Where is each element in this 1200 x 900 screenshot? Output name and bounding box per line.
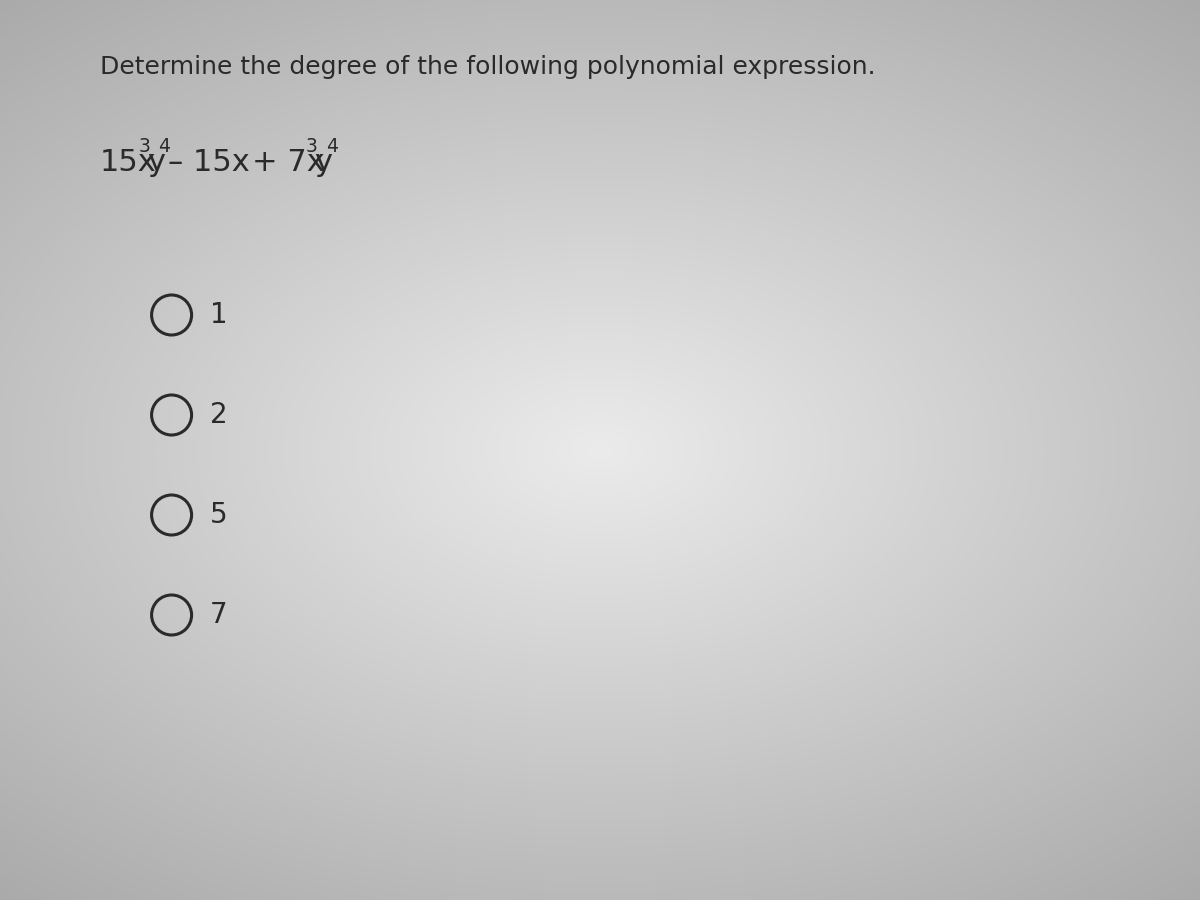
Text: 7: 7	[210, 601, 228, 629]
Text: 3: 3	[306, 137, 318, 156]
Text: + 7x: + 7x	[252, 148, 324, 177]
Text: 15x: 15x	[100, 148, 157, 177]
Text: 2: 2	[210, 401, 228, 429]
Text: 3: 3	[138, 137, 150, 156]
Text: 4: 4	[325, 137, 337, 156]
Text: 4: 4	[158, 137, 170, 156]
Text: 1: 1	[210, 301, 228, 329]
Text: 5: 5	[210, 501, 228, 529]
Text: Determine the degree of the following polynomial expression.: Determine the degree of the following po…	[100, 55, 876, 79]
Text: y: y	[314, 148, 332, 177]
Text: y: y	[146, 148, 164, 177]
Text: – 15x: – 15x	[168, 148, 250, 177]
